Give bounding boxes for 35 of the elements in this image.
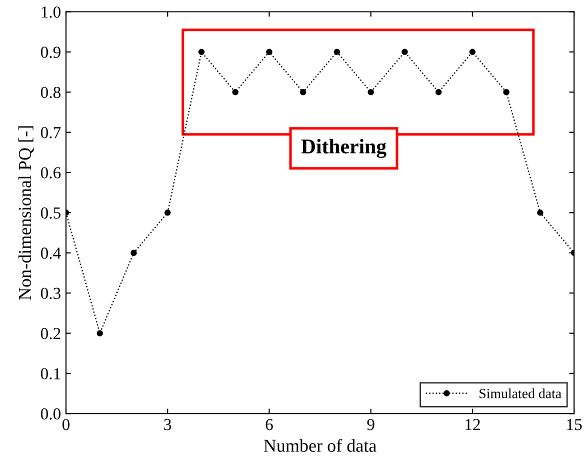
- annotation: Dithering: [301, 138, 386, 158]
- point: [368, 88, 374, 96]
- y-tick-label: 0.6: [40, 167, 61, 179]
- legend-label: Simulated data: [480, 388, 562, 398]
- point: [300, 88, 306, 96]
- y-tick-label: 0.8: [40, 86, 60, 98]
- y-tick-label: 0.7: [40, 127, 61, 138]
- point: [266, 48, 272, 56]
- y-axis-title: Non-dimensional PQ [-]: [18, 126, 34, 300]
- y-tick-label: 1.0: [42, 6, 60, 18]
- x-tick-label: 6: [266, 418, 273, 430]
- point: [435, 88, 442, 96]
- x-axis-title: Number of data: [264, 438, 376, 452]
- point: [469, 48, 476, 56]
- y-tick-label: 0.3: [40, 288, 60, 300]
- point: [334, 48, 340, 56]
- y-tick-label: 0.0: [40, 408, 60, 420]
- x-tick-label: 12: [466, 418, 480, 430]
- point: [537, 210, 544, 216]
- y-tick-label: 0.1: [40, 368, 60, 380]
- point: [198, 48, 205, 56]
- y-tick-label: 0.5: [40, 207, 60, 219]
- y-tick-label: 0.2: [40, 328, 60, 340]
- point: [130, 250, 137, 256]
- x-tick-label: 3: [164, 418, 172, 430]
- point: [503, 88, 510, 96]
- point: [232, 88, 238, 96]
- y-tick-label: 0.4: [40, 248, 61, 259]
- x-tick-label: 15: [567, 419, 582, 430]
- y-tick-label: 0.9: [40, 46, 60, 58]
- point: [164, 210, 171, 216]
- x-tick-label: 9: [367, 418, 374, 430]
- point: [96, 330, 103, 336]
- point: [402, 48, 408, 56]
- x-tick-label: 0: [62, 418, 70, 430]
